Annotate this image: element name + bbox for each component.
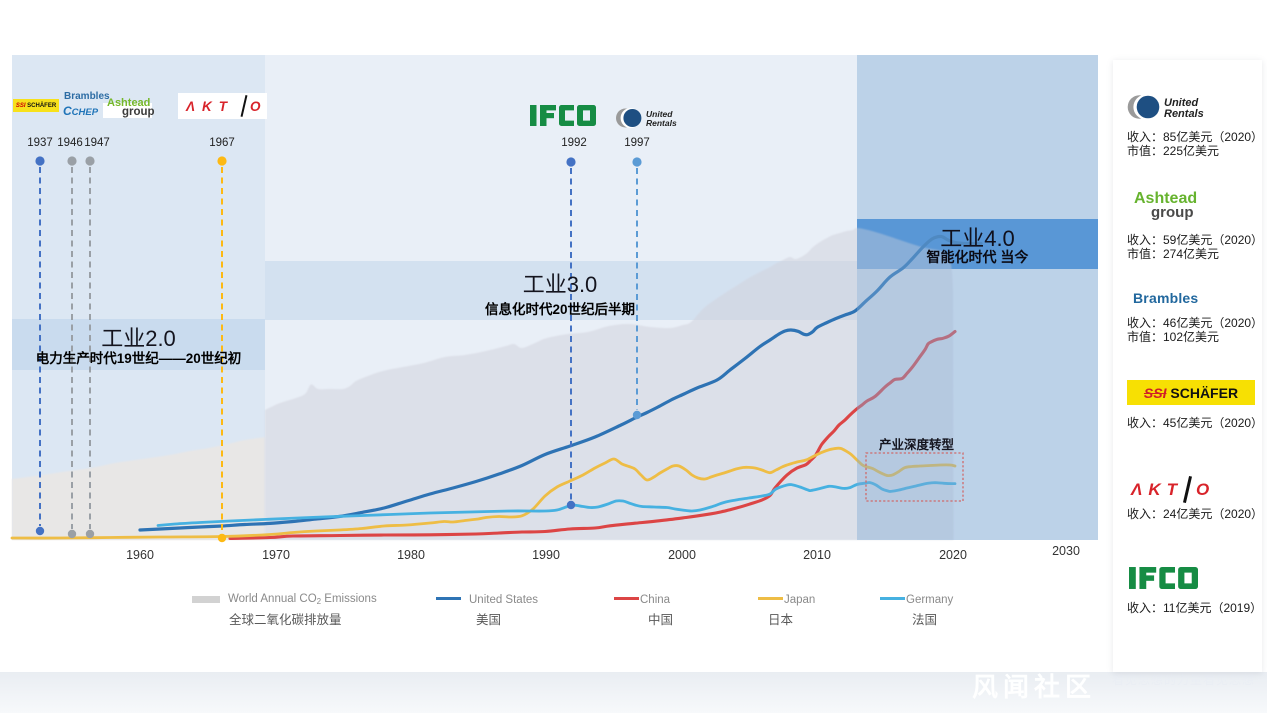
svg-text:United: United [646,109,673,119]
svg-text:Rentals: Rentals [1164,108,1204,120]
svg-text:United: United [1164,97,1199,109]
svg-text:Rentals: Rentals [646,118,677,128]
